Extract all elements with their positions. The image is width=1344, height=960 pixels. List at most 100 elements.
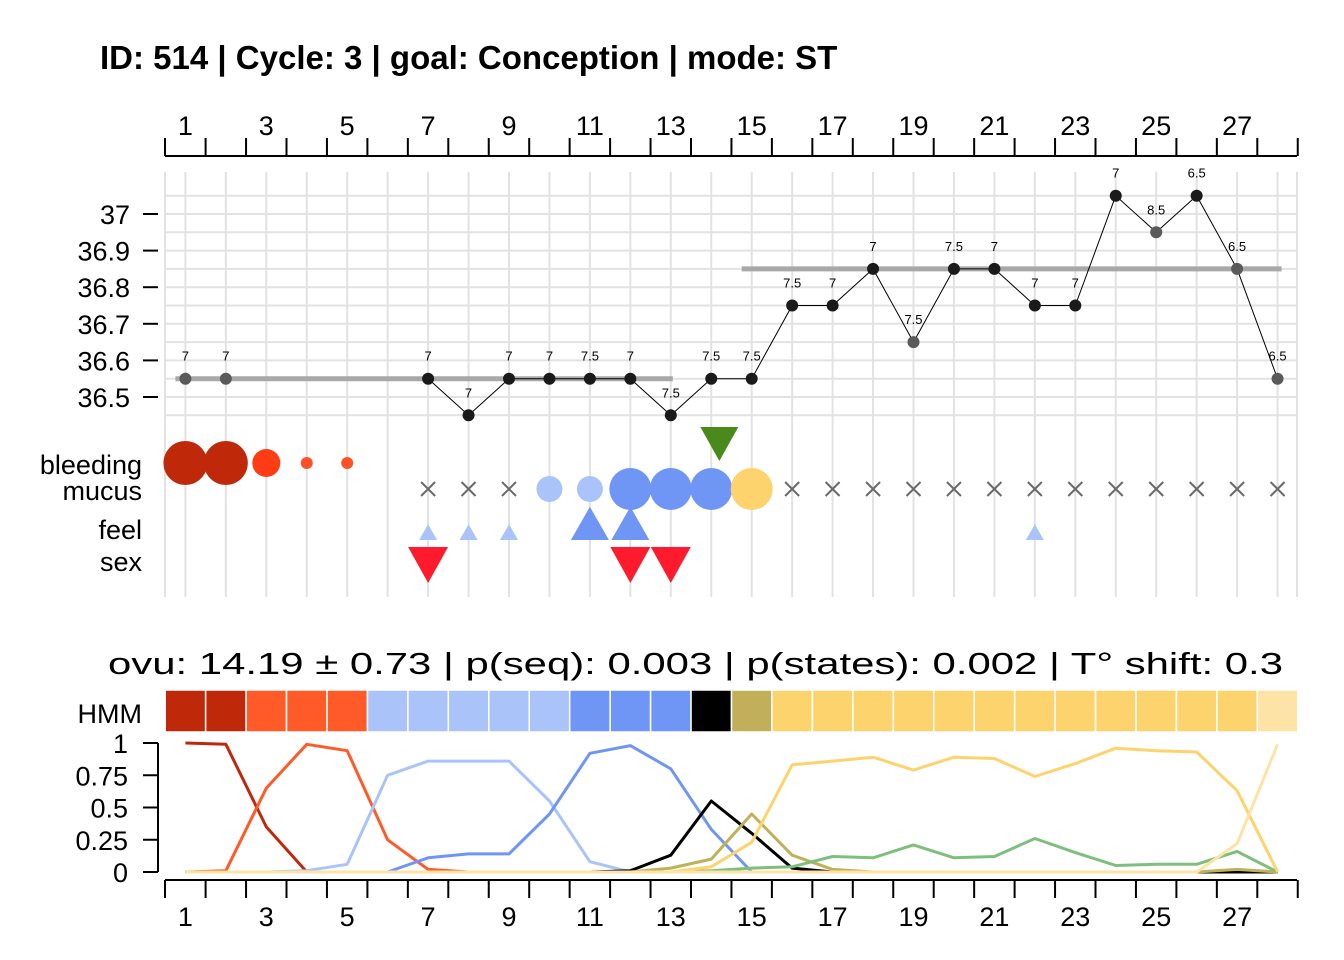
probability-axis-tick-label: 1 xyxy=(113,729,128,759)
bottom-axis-tick-label: 3 xyxy=(259,902,274,932)
hmm-state-cell xyxy=(488,689,530,733)
hmm-state-cell xyxy=(366,689,409,733)
hmm-state-cell xyxy=(568,689,611,733)
temperature-point-label: 7 xyxy=(424,349,431,364)
hmm-state-cell xyxy=(1135,689,1178,733)
temperature-point xyxy=(1028,299,1041,312)
hmm-state-cell xyxy=(1256,689,1299,733)
bleeding-mark xyxy=(300,457,313,469)
mucus-none-mark xyxy=(1188,481,1205,497)
mucus-none-mark xyxy=(420,481,436,497)
bottom-axis-tick-label: 19 xyxy=(898,902,928,932)
hmm-state-cell xyxy=(326,689,369,733)
top-axis-tick-label: 13 xyxy=(656,111,686,141)
hmm-state-cell xyxy=(933,689,975,733)
mucus-mark xyxy=(730,468,773,510)
probability-axis-tick-label: 0 xyxy=(113,858,128,888)
temperature-segment xyxy=(1115,195,1157,233)
feel-label: feel xyxy=(98,515,142,545)
top-axis-tick-label: 7 xyxy=(421,111,436,141)
probability-axis-tick-label: 0.25 xyxy=(75,826,128,856)
temperature-point-label: 7 xyxy=(465,385,472,400)
mucus-none-mark xyxy=(865,481,881,497)
temperature-point-label: 7 xyxy=(1112,166,1119,181)
temperature-point-label: 7 xyxy=(1072,276,1079,291)
bottom-axis-tick-label: 17 xyxy=(818,902,848,932)
mucus-none-mark xyxy=(1148,481,1164,497)
temperature-point xyxy=(907,336,920,349)
top-axis-tick-label: 3 xyxy=(259,111,274,141)
mucus-mark xyxy=(609,468,652,510)
temperature-point xyxy=(705,372,718,385)
temperature-point xyxy=(462,409,475,422)
temperature-point-label: 7.5 xyxy=(945,239,963,254)
hmm-state-cell xyxy=(1094,689,1137,733)
temperature-axis-tick-label: 36.5 xyxy=(77,383,130,413)
temperature-series: 7 7 7 7 7 7 7.5 7 7.5 7.5 7.5 7.5 7 7 7.5 7.5 7 7 7 7 8.5 6.5… xyxy=(179,166,1287,422)
hmm-state-cell xyxy=(1054,689,1097,733)
temperature-point xyxy=(1190,189,1203,202)
top-axis-tick-label: 11 xyxy=(576,111,604,141)
temperature-point xyxy=(867,262,880,275)
mucus-none-mark xyxy=(986,481,1003,497)
bleeding-mark xyxy=(203,441,248,485)
hmm-state-cell xyxy=(609,689,652,733)
bottom-axis-tick-label: 1 xyxy=(178,902,193,932)
temperature-point-label: 7 xyxy=(991,239,998,254)
temperature-point xyxy=(988,262,1001,275)
temperature-point-label: 7 xyxy=(1031,276,1038,291)
top-axis-tick-label: 19 xyxy=(898,111,928,141)
bottom-axis-tick-label: 27 xyxy=(1222,902,1252,932)
top-day-axis: 1 3 5 7 9 11 13 15 17 19 21 23 25 27 xyxy=(164,111,1299,157)
temperature-point xyxy=(219,372,232,385)
hmm-state-cell xyxy=(528,689,571,733)
probability-series-line xyxy=(185,743,1279,874)
temperature-point-label: 7 xyxy=(222,349,229,364)
mucus-none-mark xyxy=(1108,481,1124,497)
sex-mark xyxy=(610,547,651,583)
top-axis-tick-label: 21 xyxy=(979,111,1009,141)
bottom-axis-tick-label: 25 xyxy=(1141,902,1171,932)
bottom-axis-tick-label: 7 xyxy=(421,902,436,932)
temperature-segment xyxy=(630,378,672,416)
temperature-axis-tick-label: 36.8 xyxy=(77,273,130,303)
mucus-none-mark xyxy=(1067,481,1084,497)
temperature-point-label: 7.5 xyxy=(662,385,680,400)
temperature-point xyxy=(1109,189,1122,202)
temperature-point xyxy=(179,372,192,385)
probability-axis-tick-label: 0.75 xyxy=(75,761,128,791)
hmm-state-cell xyxy=(164,689,207,733)
probability-axis: 00.250.50.751 xyxy=(75,729,159,888)
temperature-point xyxy=(543,372,556,385)
temperature-segment xyxy=(1196,195,1238,270)
temperature-point xyxy=(745,372,758,385)
sex-mark xyxy=(650,547,691,583)
temperature-axis-tick-label: 36.9 xyxy=(77,237,130,267)
feel-mark xyxy=(459,524,478,540)
hmm-state-cell xyxy=(730,689,773,733)
temperature-point-label: 7.5 xyxy=(904,312,922,327)
mucus-mark xyxy=(576,476,603,502)
hmm-state-cell xyxy=(690,689,733,733)
mucus-none-mark xyxy=(784,481,800,497)
temperature-point-label: 7.5 xyxy=(702,349,720,364)
sex-label: sex xyxy=(100,547,143,577)
hmm-state-cell xyxy=(852,689,895,733)
feel-mark xyxy=(570,506,609,540)
ovulation-marker xyxy=(700,427,739,461)
bleeding-mark xyxy=(252,449,281,477)
hmm-state-cell xyxy=(973,689,1016,733)
temperature-point-label: 7 xyxy=(627,349,634,364)
temperature-point xyxy=(624,372,637,385)
temperature-axis-tick-label: 36.6 xyxy=(77,346,130,376)
temperature-segment xyxy=(468,378,510,416)
temperature-point-label: 8.5 xyxy=(1147,202,1165,217)
temperature-point-label: 7.5 xyxy=(581,349,599,364)
bleeding-mark xyxy=(341,457,354,469)
mucus-none-mark xyxy=(946,481,962,497)
temperature-axis-tick-label: 37 xyxy=(100,200,130,230)
top-axis-tick-label: 15 xyxy=(737,111,767,141)
temperature-axis: 36.5 36.6 36.7 36.8 36.9 37 xyxy=(77,200,158,413)
temperature-point xyxy=(664,409,677,422)
